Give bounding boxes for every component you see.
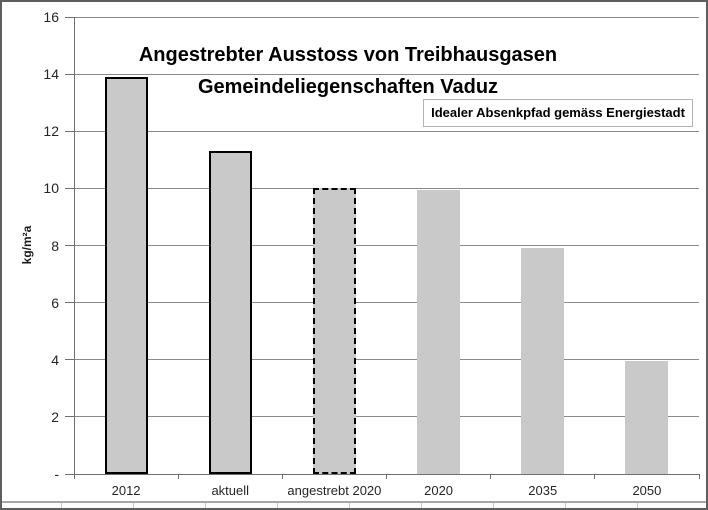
x-tick-mark [386,474,387,479]
x-tick-mark [281,474,283,479]
y-tick-label: 4 [51,351,59,368]
y-tick-label: 10 [43,180,59,197]
x-category-label: 2012 [111,483,141,498]
spreadsheet-row-divider [2,501,706,503]
y-tick-label: 6 [51,294,59,311]
bar [313,188,356,474]
gridline [74,302,699,304]
x-tick-mark [698,474,700,479]
gridline [74,130,699,132]
gridline [74,245,699,246]
y-axis-line [74,17,75,475]
bar [521,248,564,474]
y-tick-mark [65,245,74,246]
y-tick-label: 14 [43,66,59,83]
x-category-label: 2035 [528,483,558,498]
x-tick-mark [73,474,75,479]
y-tick-label: 8 [51,237,59,254]
y-tick-mark [65,73,74,75]
spreadsheet-column-strip [2,503,706,508]
y-tick-mark [65,416,74,418]
bar [209,151,252,474]
y-tick-label: 12 [43,123,59,140]
x-tick-mark [594,474,596,479]
y-tick-mark [65,359,74,361]
x-category-label: 2050 [632,483,662,498]
bar [105,77,148,474]
gridline [74,16,699,18]
y-tick-mark [65,302,74,304]
x-tick-mark [177,474,179,479]
chart-title-line-1: Angestrebter Ausstoss von Treibhausgasen [138,44,558,66]
annotation-box: Idealer Absenkpfad gemäss Energiestadt [423,99,693,127]
x-category-label: aktuell [211,483,250,498]
gridline [74,187,699,189]
y-tick-mark [65,473,74,475]
y-tick-label: 16 [43,9,59,25]
gridline [74,73,699,75]
gridline [74,359,699,361]
gridline [74,416,699,418]
y-tick-mark [65,187,74,189]
x-category-label: 2020 [424,483,454,498]
y-tick-mark [65,130,74,132]
chart-title: Angestrebter Ausstoss von Treibhausgasen… [2,39,694,103]
y-tick-mark [65,16,74,18]
chart-title-line-2: Gemeindeliegenschaften Vaduz [197,76,499,98]
x-tick-mark [490,474,492,479]
y-tick-label: - [54,466,59,482]
bar [417,190,460,474]
x-category-label: angestrebt 2020 [287,483,382,498]
bar [625,361,668,474]
y-tick-label: 2 [51,408,59,425]
